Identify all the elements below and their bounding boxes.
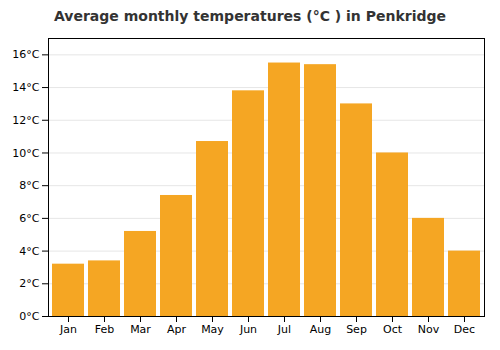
svg-text:14°C: 14°C [12, 81, 39, 94]
svg-text:Dec: Dec [454, 323, 475, 336]
svg-text:Jan: Jan [59, 323, 77, 336]
svg-text:Apr: Apr [167, 323, 187, 336]
svg-text:8°C: 8°C [19, 179, 39, 192]
svg-text:10°C: 10°C [12, 146, 39, 159]
svg-text:2°C: 2°C [19, 277, 39, 290]
svg-text:May: May [201, 323, 224, 336]
svg-text:Aug: Aug [310, 323, 331, 336]
svg-text:Jul: Jul [277, 323, 291, 336]
svg-text:4°C: 4°C [19, 245, 39, 258]
svg-text:Feb: Feb [95, 323, 114, 336]
html-text:Average monthly temperatures (: Average monthly temperatures (°C ) in Pe… [54, 8, 446, 24]
svg-text:Mar: Mar [130, 323, 151, 336]
svg-text:0°C: 0°C [19, 310, 39, 323]
svg-text:Oct: Oct [383, 323, 403, 336]
svg-text:Jun: Jun [239, 323, 257, 336]
svg-text:12°C: 12°C [12, 114, 39, 127]
svg-text:16°C: 16°C [12, 48, 39, 61]
svg-text:Sep: Sep [346, 323, 367, 336]
svg-text:6°C: 6°C [19, 212, 39, 225]
svg-text:Nov: Nov [418, 323, 440, 336]
